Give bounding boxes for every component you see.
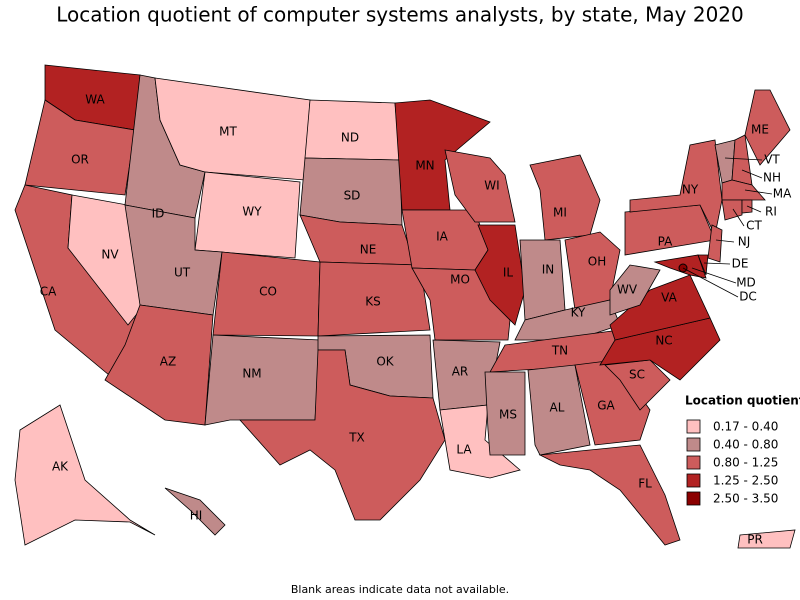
state-shape xyxy=(104,304,214,426)
state-layer xyxy=(14,64,796,549)
state-shape xyxy=(609,264,661,316)
leader-line xyxy=(746,205,762,213)
state-shape xyxy=(14,404,156,546)
state-label: KY xyxy=(571,306,586,320)
state-label: CA xyxy=(40,285,57,299)
state-label: MN xyxy=(415,159,434,173)
state-label: TN xyxy=(551,344,568,358)
state-label: ID xyxy=(152,207,165,221)
state-label: WY xyxy=(242,205,262,219)
state-shape xyxy=(697,254,709,276)
leader-line xyxy=(703,262,731,265)
state-label: ME xyxy=(751,123,769,137)
state-label: AL xyxy=(550,401,565,415)
state-label: NM xyxy=(242,367,261,381)
state-label: IN xyxy=(542,263,555,277)
leader-line xyxy=(691,267,737,284)
state-label: GA xyxy=(597,399,615,413)
state-label: RI xyxy=(765,205,777,219)
state-label: NH xyxy=(763,171,781,185)
state-label: VT xyxy=(764,153,780,167)
state-shape xyxy=(474,224,526,326)
state-shape xyxy=(519,239,566,321)
leader-line xyxy=(715,239,735,243)
state-shape xyxy=(564,231,621,311)
state-shape xyxy=(317,261,431,337)
state-label: NY xyxy=(682,183,699,197)
leader-line xyxy=(744,189,773,195)
state-label: HI xyxy=(190,509,203,523)
state-label: FL xyxy=(638,477,652,491)
state-label: KS xyxy=(365,295,381,309)
state-label: CO xyxy=(259,285,277,299)
state-shape xyxy=(204,334,321,426)
state-label: WA xyxy=(85,93,105,107)
label-layer: WA OR CA NV ID MT WY UT AZ CO NM ND SD NE KS OK TX MN IA MO… xyxy=(40,93,792,547)
state-label: CT xyxy=(746,219,762,233)
legend-label: 0.40 - 0.80 xyxy=(713,438,778,452)
state-label: AK xyxy=(52,460,69,474)
map-title: Location quotient of computer systems an… xyxy=(56,3,744,27)
state-label: NV xyxy=(101,248,119,262)
state-shape xyxy=(194,171,301,259)
state-label: PR xyxy=(747,533,763,547)
legend-swatch xyxy=(686,419,701,434)
state-shape xyxy=(741,199,753,214)
legend-swatch xyxy=(686,437,701,452)
legend-swatch xyxy=(686,491,701,506)
state-label: SD xyxy=(344,189,361,203)
leader-line xyxy=(732,208,745,227)
legend-label: 2.50 - 3.50 xyxy=(713,492,778,506)
state-shape xyxy=(721,199,743,221)
legend-label: 0.80 - 1.25 xyxy=(713,456,778,470)
state-label: AR xyxy=(452,365,469,379)
state-label: WI xyxy=(484,179,499,193)
state-label: DC xyxy=(739,290,757,304)
state-label: PA xyxy=(658,235,673,249)
legend-label: 0.17 - 0.40 xyxy=(713,420,778,434)
state-label: SC xyxy=(629,368,645,382)
state-label: VA xyxy=(661,291,677,305)
state-label: OK xyxy=(376,355,394,369)
state-label: AZ xyxy=(160,355,176,369)
state-label: MO xyxy=(450,273,470,287)
state-shape xyxy=(737,529,796,549)
state-shape xyxy=(484,371,526,456)
state-label: MS xyxy=(499,408,517,422)
legend-label: 1.25 - 2.50 xyxy=(713,474,778,488)
state-label: IA xyxy=(436,230,449,244)
state-shape xyxy=(527,364,591,456)
state-label: LA xyxy=(456,443,472,457)
state-label: DE xyxy=(732,257,749,271)
state-shape xyxy=(444,149,516,223)
state-label: OR xyxy=(71,153,89,167)
state-label: NC xyxy=(655,334,672,348)
legend-swatch xyxy=(686,455,701,470)
state-label: MD xyxy=(736,276,756,290)
state-shape xyxy=(529,154,601,241)
state-shape xyxy=(721,179,766,201)
state-label: MA xyxy=(773,187,792,201)
state-label: MI xyxy=(553,206,567,220)
state-shape xyxy=(707,224,723,263)
leader-line xyxy=(724,157,763,161)
state-label: TX xyxy=(348,431,365,445)
legend-title: Location quotient xyxy=(685,394,800,408)
state-label: IL xyxy=(503,266,514,280)
state-label: OH xyxy=(588,255,606,269)
legend-swatch xyxy=(686,473,701,488)
state-label: WV xyxy=(617,283,638,297)
state-shape xyxy=(538,444,681,546)
state-label: ND xyxy=(341,131,359,145)
state-label: NE xyxy=(360,243,377,257)
footnote: Blank areas indicate data not available. xyxy=(291,583,509,596)
state-label: UT xyxy=(174,266,191,280)
state-shape xyxy=(239,349,446,521)
state-shape xyxy=(164,487,226,536)
state-label: NJ xyxy=(738,235,751,249)
leader-line xyxy=(682,267,739,298)
state-label: MT xyxy=(219,125,237,139)
leader-line xyxy=(741,169,763,179)
